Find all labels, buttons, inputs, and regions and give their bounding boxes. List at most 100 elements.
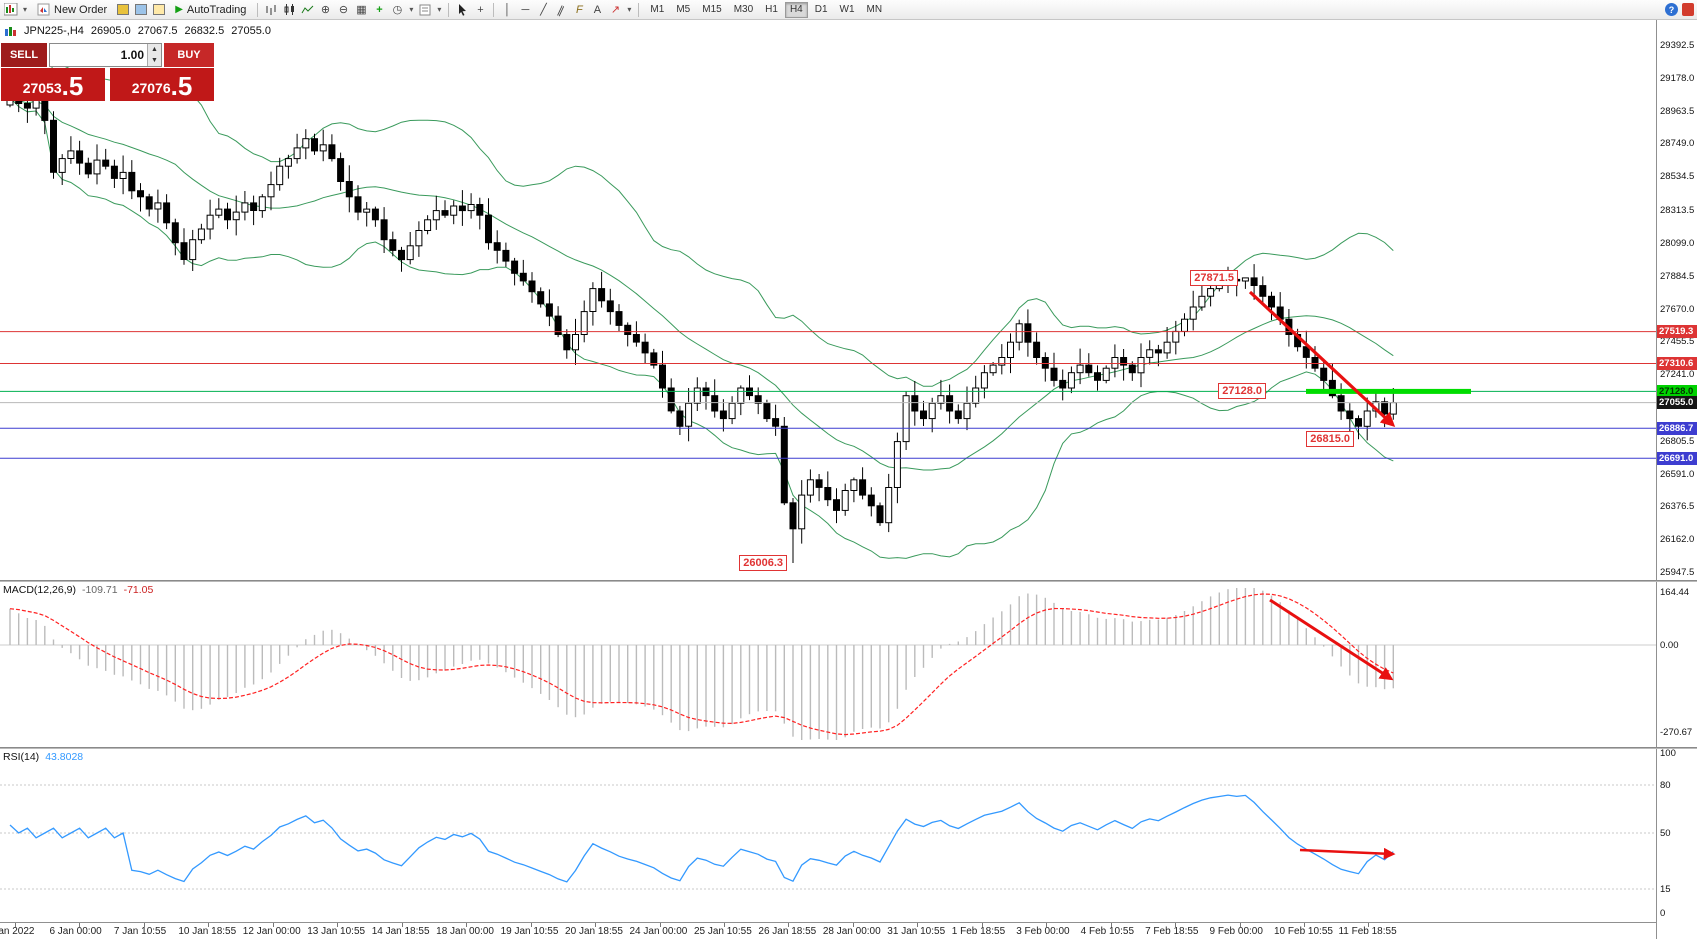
rsi-axis-label: 80 [1660,780,1671,791]
candle-body [780,425,788,504]
candle-body [67,150,75,159]
vertical-line-icon[interactable]: │ [503,3,511,16]
time-axis-label: 14 Jan 18:55 [371,926,430,937]
sell-price-display[interactable]: 27053.5 [1,68,105,101]
macd-rsi-separator[interactable] [0,747,1697,749]
timeframe-button-d1[interactable]: D1 [814,4,828,15]
candle-body [937,395,945,404]
price-callout-27128.0[interactable]: 27128.0 [1218,383,1266,399]
channel-icon[interactable]: ∥ [556,3,567,17]
bar-chart-icon[interactable] [263,2,279,18]
main-macd-separator[interactable] [0,580,1697,582]
candle-body [119,171,127,179]
price-chart-canvas[interactable] [0,20,1656,580]
price-axis-tag-27519.3: 27519.3 [1657,325,1697,339]
fibonacci-icon[interactable]: F [576,3,583,16]
candle-body [476,204,484,216]
candle-body [1198,295,1206,308]
timeframe-button-m1[interactable]: M1 [650,4,665,15]
time-axis-tick [1304,923,1305,927]
arrows-dropdown-icon[interactable]: ▾ [627,5,632,14]
candle-body [902,395,910,443]
timeframe-group: M1 M5 M15 M30 H1 H4 D1 W1 MN [644,1,888,18]
account-icon[interactable] [1682,3,1694,16]
periods-dropdown-icon[interactable]: ▾ [409,5,414,14]
candle-body [311,138,318,152]
timeframe-button-m30[interactable]: M30 [733,4,754,15]
time-axis-tick [401,923,403,927]
periods-icon[interactable]: ◷ [392,4,403,16]
volume-value[interactable]: 1.00 [120,48,144,62]
timeframe-button-m15[interactable]: M15 [702,4,722,15]
candle-body [606,300,614,313]
metaeditor-icon[interactable] [115,2,131,18]
price-axis-tag-26691.0: 26691.0 [1657,451,1697,465]
price-callout-26815.0[interactable]: 26815.0 [1306,431,1354,447]
timeframe-button-w1[interactable]: W1 [839,4,855,15]
candle-body [989,364,997,374]
price-axis-label: 27455.5 [1660,336,1695,348]
new-chart-dropdown-icon[interactable]: ▾ [22,5,27,14]
templates-icon[interactable] [417,2,433,18]
trendline-icon[interactable]: ╱ [540,4,547,16]
price-axis-label: 27670.0 [1660,303,1695,315]
buy-button[interactable]: BUY [164,43,214,67]
timeframe-button-h1[interactable]: H1 [765,4,778,15]
candle-body [537,291,545,305]
candle-body [789,502,797,530]
zoom-out-icon[interactable]: ⊖ [338,4,349,16]
candle-body [1094,372,1101,381]
price-axis[interactable]: 29392.5 29178.0 28963.5 28749.0 28534.5 28313… [1656,20,1697,939]
time-axis-tick [337,923,339,927]
time-axis[interactable]: 3 Jan 2022 6 Jan 00:00 7 Jan 10:55 10 Jan 1… [0,922,1656,939]
time-axis-label: 25 Jan 10:55 [693,926,752,937]
volume-field[interactable]: 1.00 ▲ ▼ [49,43,162,67]
autotrading-button[interactable]: ▶ AutoTrading [169,1,252,18]
new-order-button[interactable]: New Order [31,1,113,18]
cursor-icon[interactable] [454,2,470,18]
price-axis-tag-27055.0: 27055.0 [1657,396,1697,410]
time-axis-tick [1368,923,1370,927]
help-icon[interactable]: ? [1665,3,1678,16]
candle-body [980,372,988,389]
candle-body [1137,357,1145,374]
candle-body [572,334,579,351]
rsi-panel-canvas[interactable] [0,749,1656,922]
navigator-icon[interactable] [151,2,167,18]
indicators-icon[interactable]: + [376,3,383,16]
arrows-tool-icon[interactable]: ↗ [610,4,621,16]
volume-down-button[interactable]: ▼ [148,55,161,66]
price-callout-26006.3[interactable]: 26006.3 [739,555,787,571]
templates-dropdown-icon[interactable]: ▾ [437,5,442,14]
timeframe-button-mn[interactable]: MN [866,4,883,15]
downtrend-arrow[interactable] [1248,290,1396,427]
tile-windows-icon[interactable]: ▦ [356,4,367,16]
timeframe-button-m5[interactable]: M5 [676,4,691,15]
rsi-flat-arrow[interactable] [1299,847,1396,860]
volume-up-button[interactable]: ▲ [148,44,161,55]
symbol-period-label: JPN225-,H4 [24,25,84,37]
ohlc-high: 27067.5 [137,25,178,37]
new-chart-icon[interactable] [3,2,19,18]
zoom-in-icon[interactable]: ⊕ [320,4,331,16]
macd-axis-label: -270.67 [1660,727,1693,739]
line-chart-icon[interactable] [299,2,315,18]
candle-body [859,479,867,496]
candlestick-chart-icon[interactable] [281,2,297,18]
candle-body [598,288,606,302]
thick-green-trendline[interactable] [1306,388,1471,394]
time-axis-label: 18 Jan 00:00 [436,926,494,937]
candle-body [241,202,249,213]
macd-panel-canvas[interactable] [0,582,1656,747]
sell-button[interactable]: SELL [1,43,47,67]
timeframe-button-h4[interactable]: H4 [784,1,808,18]
price-axis-label: 26591.0 [1660,468,1695,480]
price-callout-27871.5[interactable]: 27871.5 [1190,270,1238,286]
horizontal-line-icon[interactable]: ─ [521,3,530,16]
buy-price-display[interactable]: 27076.5 [110,68,214,101]
crosshair-icon[interactable]: + [477,3,484,16]
text-tool-icon[interactable]: A [593,3,602,16]
market-watch-icon[interactable] [133,2,149,18]
macd-down-arrow[interactable] [1269,598,1394,681]
sell-price-fraction: .5 [61,71,84,101]
